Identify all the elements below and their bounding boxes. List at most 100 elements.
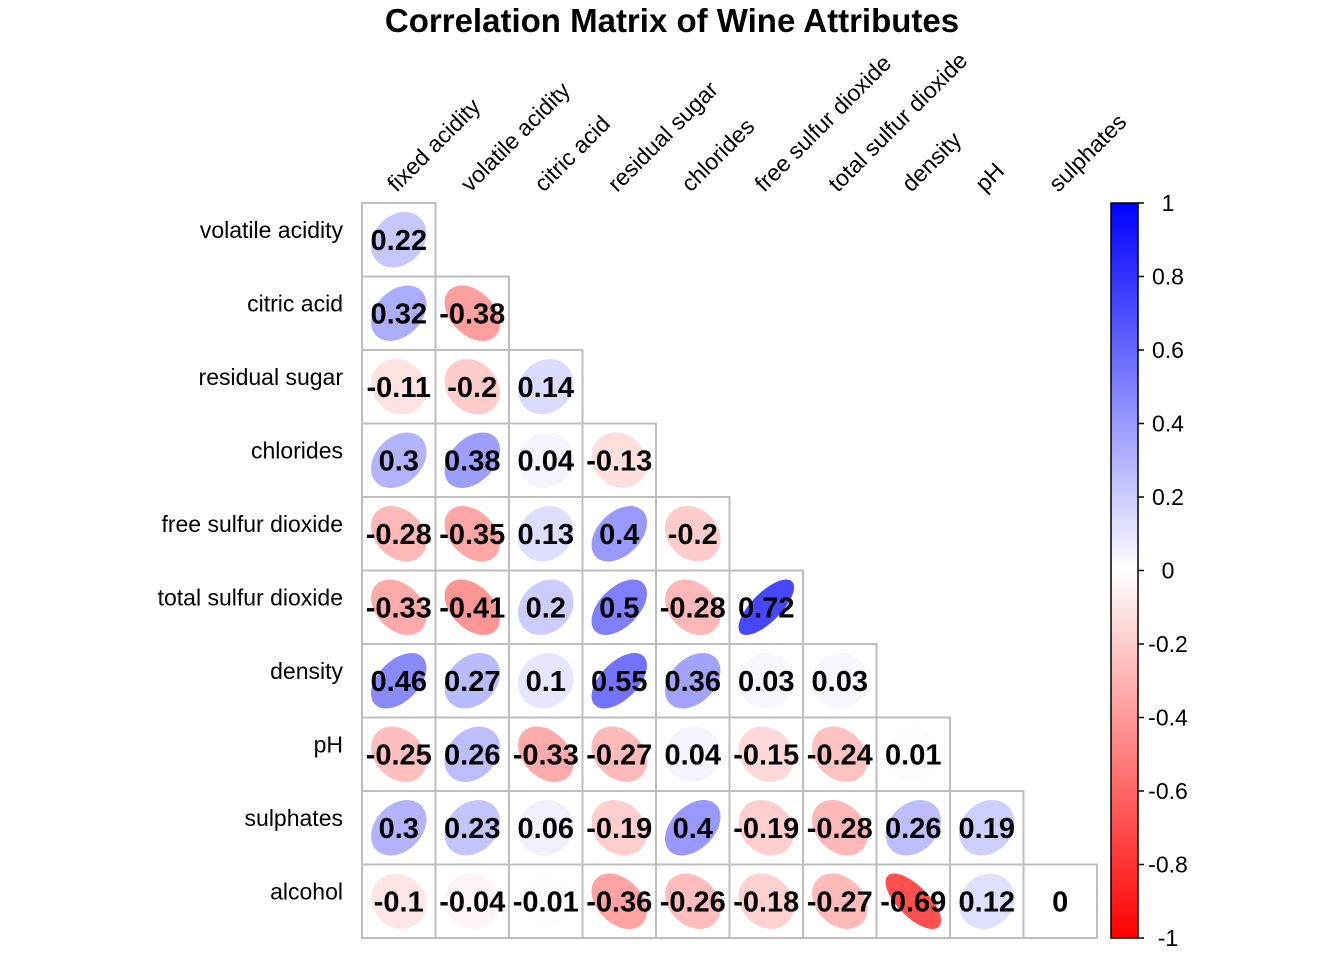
correlation-value-label: -0.04 — [439, 886, 505, 918]
correlation-ellipse — [371, 579, 427, 635]
correlation-value-label: 0.72 — [738, 592, 794, 624]
correlation-ellipse — [371, 726, 427, 782]
colorbar-gradient — [1110, 202, 1139, 939]
correlation-value-label: 0.32 — [371, 298, 427, 330]
matrix-cell: -0.1 — [361, 863, 437, 939]
matrix-cell: 0.4 — [581, 496, 657, 572]
correlation-ellipse — [591, 432, 647, 488]
matrix-cell: -0.41 — [434, 569, 510, 645]
correlation-value-label: -0.11 — [367, 372, 432, 404]
row-label: citric acid — [247, 290, 343, 316]
matrix-cell: 0.2 — [508, 569, 584, 645]
correlation-ellipse — [738, 726, 794, 782]
matrix-cell: 0.38 — [434, 422, 510, 498]
correlation-ellipse — [812, 873, 868, 929]
correlation-ellipse — [738, 873, 794, 929]
matrix-cell: -0.69 — [875, 863, 951, 939]
matrix-cell: -0.19 — [581, 790, 657, 866]
row-label: free sulfur dioxide — [161, 511, 343, 537]
matrix-cell: 0.01 — [875, 716, 951, 792]
correlation-value-label: -0.38 — [439, 298, 505, 330]
correlation-value-label: -0.18 — [733, 886, 799, 918]
correlation-ellipse — [738, 653, 794, 709]
matrix-cell: -0.28 — [361, 496, 437, 572]
correlation-value-label: 0.22 — [371, 225, 427, 257]
matrix-cell: 0.1 — [508, 643, 584, 719]
colorbar-tick-label: 0.6 — [1152, 337, 1184, 363]
colorbar-tick-label: -1 — [1158, 925, 1178, 951]
matrix-cells: 0.22 0.32 -0.38 -0.11 -0.2 0.14 0.3 0.38 0.04 -0.… — [361, 202, 1098, 939]
colorbar-tick-label: -0.4 — [1148, 705, 1188, 731]
matrix-cell: 0.04 — [655, 716, 731, 792]
matrix-cell: -0.33 — [361, 569, 437, 645]
matrix-cell: -0.18 — [728, 863, 804, 939]
correlation-ellipse — [591, 726, 647, 782]
correlation-value-label: 0.03 — [738, 666, 794, 698]
correlation-value-label: -0.24 — [807, 739, 873, 771]
correlation-value-label: -0.1 — [374, 886, 424, 918]
correlation-ellipse — [738, 579, 794, 635]
correlation-ellipse — [885, 873, 941, 929]
correlation-ellipse — [518, 432, 574, 488]
correlation-ellipse — [812, 800, 868, 856]
matrix-cell: 0.72 — [728, 569, 804, 645]
correlation-ellipse — [518, 653, 574, 709]
correlation-ellipse — [371, 506, 427, 562]
correlation-value-label: 0.23 — [444, 813, 500, 845]
correlation-value-label: 0.46 — [371, 666, 427, 698]
correlation-value-label: -0.35 — [439, 519, 505, 551]
column-label: free sulfur dioxide — [749, 50, 896, 197]
row-label: residual sugar — [199, 364, 344, 390]
matrix-cell: 0.3 — [361, 790, 437, 866]
matrix-cell: -0.28 — [655, 569, 731, 645]
correlation-value-label: 0.5 — [599, 592, 639, 624]
colorbar-tick-label: 0.8 — [1152, 264, 1184, 290]
correlation-value-label: 0.26 — [885, 813, 941, 845]
correlation-value-label: 0.12 — [959, 886, 1015, 918]
column-label: density — [896, 126, 966, 196]
correlation-ellipse — [371, 285, 427, 341]
matrix-cell: -0.2 — [434, 349, 510, 425]
correlation-ellipse — [518, 359, 574, 415]
correlation-ellipse — [518, 579, 574, 635]
matrix-cell: 0.26 — [875, 790, 951, 866]
correlation-ellipse — [885, 726, 941, 782]
correlation-value-label: 0.4 — [673, 813, 713, 845]
matrix-cell: 0.06 — [508, 790, 584, 866]
correlation-value-label: -0.28 — [660, 592, 726, 624]
column-label: sulphates — [1043, 109, 1131, 197]
correlation-ellipse — [518, 800, 574, 856]
matrix-cell: 0.3 — [361, 422, 437, 498]
matrix-cell: -0.11 — [361, 349, 437, 425]
correlation-ellipse — [665, 653, 721, 709]
correlation-value-label: -0.26 — [660, 886, 726, 918]
correlation-value-label: 0.4 — [599, 519, 639, 551]
row-label: total sulfur dioxide — [158, 584, 343, 610]
correlation-value-label: 0.3 — [379, 445, 419, 477]
correlation-ellipse — [591, 653, 647, 709]
correlation-ellipse — [371, 359, 427, 415]
correlation-ellipse — [665, 800, 721, 856]
correlation-ellipse — [812, 653, 868, 709]
matrix-cell: -0.27 — [802, 863, 878, 939]
matrix-cell: -0.27 — [581, 716, 657, 792]
correlation-ellipse — [591, 800, 647, 856]
matrix-cell: -0.01 — [508, 863, 584, 939]
row-label: alcohol — [270, 878, 343, 904]
matrix-cell: 0.22 — [361, 202, 437, 278]
matrix-cell: 0.5 — [581, 569, 657, 645]
matrix-cell: 0.04 — [508, 422, 584, 498]
colorbar-tick-label: 1 — [1162, 190, 1175, 216]
correlation-ellipse — [444, 800, 500, 856]
matrix-cell: 0.12 — [949, 863, 1025, 939]
correlation-value-label: 0.27 — [444, 666, 500, 698]
correlation-value-label: -0.13 — [586, 445, 652, 477]
row-label: pH — [314, 731, 343, 757]
correlation-ellipse — [1032, 873, 1088, 929]
correlation-value-label: 0.03 — [812, 666, 868, 698]
matrix-cell: -0.15 — [728, 716, 804, 792]
correlation-value-label: -0.15 — [733, 739, 799, 771]
matrix-cell: 0.46 — [361, 643, 437, 719]
